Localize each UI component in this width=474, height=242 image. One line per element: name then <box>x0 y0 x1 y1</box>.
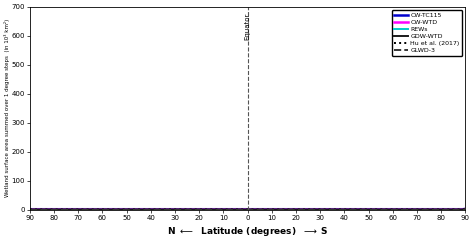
GDW-WTD <box>27 208 33 211</box>
CW-WTD <box>64 208 69 211</box>
CW-TC115 <box>460 208 466 211</box>
Hu et al. (2017) <box>27 208 33 211</box>
Line: Hu et al. (2017): Hu et al. (2017) <box>30 209 465 210</box>
GDW-WTD <box>235 208 241 211</box>
Hu et al. (2017) <box>237 208 243 211</box>
GDW-WTD <box>92 208 98 211</box>
Y-axis label: Wetland surface area summed over 1 degree steps  (in 10³ km²): Wetland surface area summed over 1 degre… <box>4 19 10 197</box>
GLWD-3 <box>460 208 466 211</box>
REWs <box>92 208 98 211</box>
REWs <box>388 208 393 211</box>
CW-WTD <box>463 207 468 210</box>
REWs <box>235 208 241 211</box>
GLWD-3 <box>237 208 243 211</box>
CW-WTD <box>27 208 33 211</box>
CW-TC115 <box>27 208 33 211</box>
CW-WTD <box>460 208 466 211</box>
CW-WTD <box>388 208 393 211</box>
CW-TC115 <box>92 208 98 211</box>
GLWD-3 <box>27 208 33 211</box>
Text: Equator: Equator <box>245 13 251 40</box>
GDW-WTD <box>460 208 466 211</box>
GLWD-3 <box>235 208 241 211</box>
CW-TC115 <box>237 208 243 211</box>
Line: CW-WTD: CW-WTD <box>30 209 465 210</box>
CW-WTD <box>235 208 241 211</box>
CW-TC115 <box>64 208 69 211</box>
REWs <box>463 208 468 211</box>
GLWD-3 <box>92 208 98 211</box>
Hu et al. (2017) <box>463 207 468 210</box>
GDW-WTD <box>388 208 393 211</box>
CW-TC115 <box>388 208 393 211</box>
REWs <box>237 208 243 211</box>
GDW-WTD <box>237 208 243 211</box>
GLWD-3 <box>64 208 69 211</box>
GLWD-3 <box>463 208 468 211</box>
GDW-WTD <box>64 208 69 211</box>
Hu et al. (2017) <box>235 208 241 211</box>
REWs <box>27 208 33 211</box>
Hu et al. (2017) <box>388 208 393 211</box>
CW-WTD <box>237 208 243 211</box>
CW-WTD <box>92 208 98 211</box>
REWs <box>460 208 466 211</box>
Line: GDW-WTD: GDW-WTD <box>30 209 465 210</box>
Hu et al. (2017) <box>460 208 466 211</box>
CW-TC115 <box>235 208 241 211</box>
GLWD-3 <box>388 208 393 211</box>
CW-TC115 <box>463 207 468 210</box>
Hu et al. (2017) <box>64 208 69 211</box>
REWs <box>64 208 69 211</box>
Hu et al. (2017) <box>92 208 98 211</box>
GDW-WTD <box>463 208 468 211</box>
X-axis label: N $\longleftarrow$  Latitude (degrees)  $\longrightarrow$ S: N $\longleftarrow$ Latitude (degrees) $\… <box>167 225 328 238</box>
Legend: CW-TC115, CW-WTD, REWs, GDW-WTD, Hu et al. (2017), GLWD-3: CW-TC115, CW-WTD, REWs, GDW-WTD, Hu et a… <box>392 10 462 56</box>
